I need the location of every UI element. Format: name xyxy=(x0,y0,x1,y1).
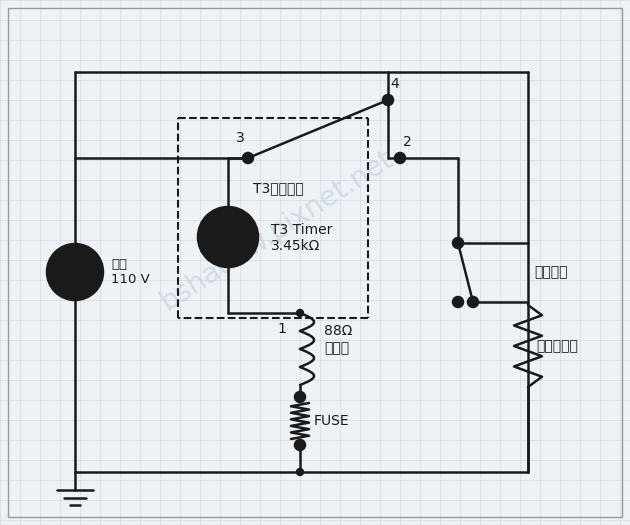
Text: 1: 1 xyxy=(278,322,287,336)
Circle shape xyxy=(244,154,251,162)
Circle shape xyxy=(383,95,393,105)
Circle shape xyxy=(295,440,305,450)
Circle shape xyxy=(453,238,463,248)
Text: 3.45kΩ: 3.45kΩ xyxy=(271,239,321,253)
Text: 4: 4 xyxy=(391,77,399,91)
Text: 88Ω: 88Ω xyxy=(324,324,352,338)
Text: +: + xyxy=(69,257,81,271)
Circle shape xyxy=(47,244,103,300)
Circle shape xyxy=(395,153,405,163)
Text: T3切換開關: T3切換開關 xyxy=(253,181,304,195)
Text: 電熱絲: 電熱絲 xyxy=(324,341,349,355)
Text: −: − xyxy=(68,272,82,290)
Text: bshadow.pixnet.net: bshadow.pixnet.net xyxy=(155,144,398,316)
Circle shape xyxy=(453,297,463,307)
Text: T3 Timer: T3 Timer xyxy=(271,223,333,237)
Circle shape xyxy=(297,310,304,317)
Text: FUSE: FUSE xyxy=(314,414,350,428)
Text: 電源
110 V: 電源 110 V xyxy=(111,258,150,286)
Text: M: M xyxy=(219,228,237,246)
Circle shape xyxy=(198,207,258,267)
Circle shape xyxy=(295,392,305,402)
Text: 3: 3 xyxy=(236,131,244,145)
Circle shape xyxy=(468,297,478,307)
Text: 壓縮機負載: 壓縮機負載 xyxy=(536,339,578,353)
Text: 溫度開關: 溫度開關 xyxy=(534,266,568,279)
Circle shape xyxy=(243,153,253,163)
Circle shape xyxy=(297,468,304,476)
Text: 2: 2 xyxy=(403,135,411,149)
